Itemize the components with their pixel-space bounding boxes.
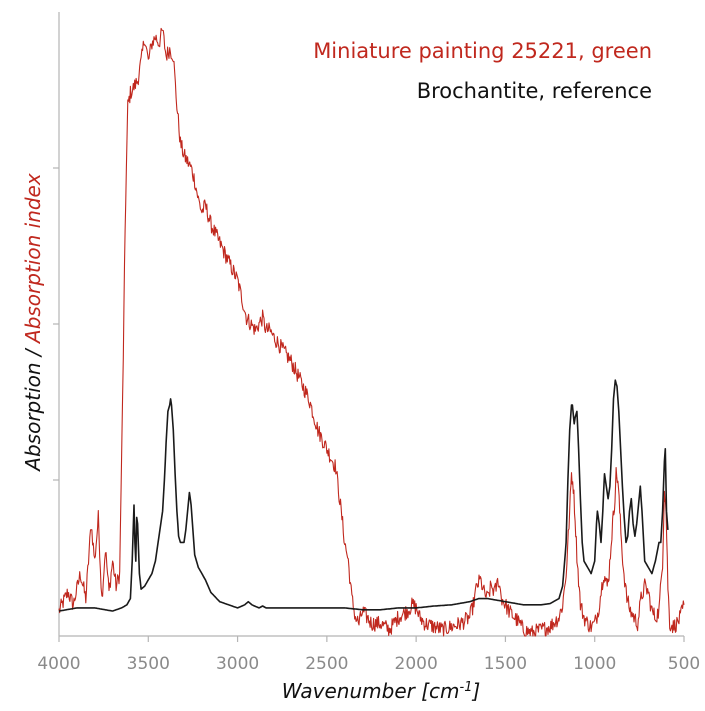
legend: Miniature painting 25221, green Brochant… — [313, 39, 652, 103]
x-tick-label-1500: 1500 — [484, 654, 527, 674]
series-line-0 — [58, 27, 685, 637]
x-axis-title-main: Wavenumber [cm — [282, 679, 460, 703]
series-line-1 — [58, 379, 669, 612]
legend-entry-red: Miniature painting 25221, green — [313, 39, 652, 63]
x-axis-title-suffix: ] — [471, 679, 480, 703]
series-layer — [58, 27, 685, 637]
plot-frame — [58, 12, 684, 637]
y-axis-title-part1: Absorption / — [21, 343, 45, 473]
x-axis-title-sup: -1 — [460, 680, 473, 695]
x-tick-label-2000: 2000 — [395, 654, 438, 674]
x-tick-label-4000: 4000 — [37, 654, 80, 674]
y-ticks — [53, 167, 59, 481]
x-tick-label-1000: 1000 — [573, 654, 616, 674]
x-tick-label-500: 500 — [668, 654, 700, 674]
y-axis-title: Absorption / Absorption index — [21, 173, 45, 473]
x-tick-label-2500: 2500 — [305, 654, 348, 674]
legend-entry-black: Brochantite, reference — [417, 79, 652, 103]
y-axis-title-part2: Absorption index — [21, 173, 45, 345]
x-ticks: 4000 3500 3000 2500 2000 1500 1000 500 — [37, 636, 700, 674]
x-axis-title: Wavenumber [cm-1] — [282, 679, 481, 703]
x-tick-label-3500: 3500 — [127, 654, 170, 674]
x-tick-label-3000: 3000 — [216, 654, 259, 674]
